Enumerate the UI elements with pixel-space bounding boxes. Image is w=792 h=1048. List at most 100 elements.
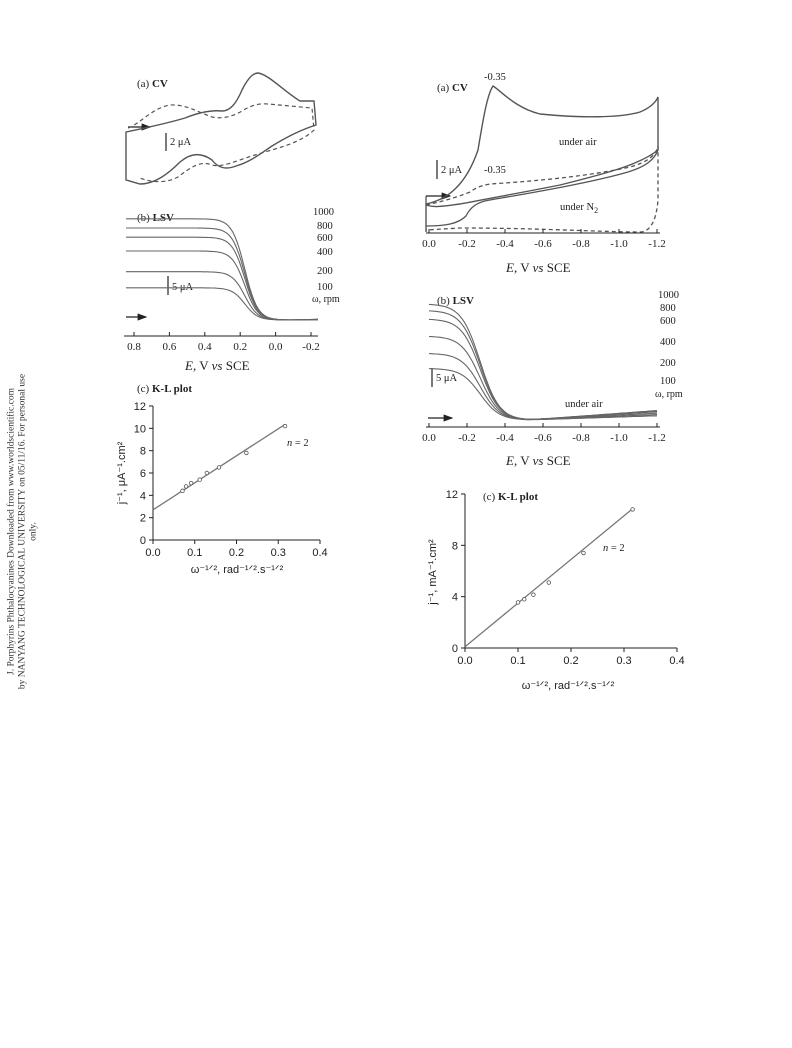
right-kl-xtick-label: 0.4	[669, 655, 684, 667]
right-lsv-curve-400	[428, 335, 658, 420]
left-lsv-label-200: 200	[317, 266, 333, 277]
right-cv-label-under-n2: under N2	[560, 202, 598, 215]
left-kl-ytick-label: 10	[134, 423, 146, 435]
right-lsv-label-100: 100	[660, 376, 676, 387]
left-kl-panel-label: (c) K-L plot	[137, 383, 192, 395]
right-lsv-xtick-label: -1.2	[648, 432, 665, 444]
right-cv-peak-label-air: -0.35	[484, 72, 506, 83]
right-kl-xtick-label: 0.1	[510, 655, 525, 667]
left-lsv-label-800: 800	[317, 221, 333, 232]
right-kl-ytick-label: 0	[452, 643, 458, 655]
right-kl-ytick-label: 8	[452, 540, 458, 552]
right-kl-ytick-label: 12	[446, 489, 458, 501]
right-cv-scale-label: 2 μA	[441, 165, 463, 176]
left-kl-xtick-label: 0.1	[187, 547, 202, 559]
left-kl-data-point	[180, 488, 185, 494]
right-cv-xtick-label: -1.0	[610, 238, 628, 250]
right-kl-data-point	[546, 580, 551, 585]
left-kl-n-label: n = 2	[287, 438, 309, 449]
right-lsv-x-axis-title: E, V vs SCE	[505, 453, 571, 468]
right-lsv-xtick-label: -1.0	[610, 432, 628, 444]
left-lsv-xtick-label: 0.6	[163, 341, 177, 353]
left-lsv-panel: (b) LSV 5 μA 1000 800 600 400 200 100 ω,…	[124, 207, 340, 373]
left-lsv-curve-800	[126, 227, 319, 321]
right-cv-xtick-label: 0.0	[422, 238, 436, 250]
left-lsv-omega-label: ω, rpm	[312, 294, 340, 305]
left-kl-ytick-label: 4	[140, 490, 146, 502]
right-lsv-label-200: 200	[660, 358, 676, 369]
left-kl-ytick-label: 6	[140, 468, 146, 480]
right-cv-peak-label-n2: -0.35	[484, 165, 506, 176]
right-lsv-curve-100	[428, 368, 658, 421]
left-lsv-curve-200	[126, 271, 319, 321]
right-kl-data-point	[630, 507, 635, 512]
left-kl-data-point	[204, 470, 210, 476]
left-lsv-label-600: 600	[317, 233, 333, 244]
right-lsv-label-1000: 1000	[658, 290, 679, 301]
left-kl-ytick-label: 0	[140, 535, 146, 547]
left-kl-ytick-label: 12	[134, 401, 146, 413]
right-lsv-label-600: 600	[660, 316, 676, 327]
left-kl-ytick-label: 2	[140, 513, 146, 525]
right-kl-data-point	[531, 592, 536, 597]
right-cv-curve-n2-solid-return	[425, 149, 659, 227]
left-lsv-curve-400	[126, 250, 318, 321]
right-lsv-xtick-label: -0.4	[496, 432, 514, 444]
left-lsv-curve-100	[126, 287, 318, 321]
right-lsv-xtick-label: -0.6	[534, 432, 552, 444]
right-cv-x-axis-title: E, V vs SCE	[505, 260, 571, 275]
right-kl-x-axis-title: ω⁻¹ᐟ², rad⁻¹ᐟ².s⁻¹ᐟ²	[522, 680, 615, 692]
left-kl-panel: (c) K-L plot 0.0 0.1 0.2 0.3 0.4 0 2 4 6 8 10 12 n …	[116, 383, 328, 576]
left-kl-data-point	[188, 480, 194, 486]
right-lsv-label-400: 400	[660, 337, 676, 348]
right-cv-xtick-label: -0.2	[458, 238, 475, 250]
right-cv-xtick-label: -0.6	[534, 238, 552, 250]
right-lsv-label-under-air: under air	[565, 399, 603, 410]
right-lsv-omega-label: ω, rpm	[655, 389, 683, 400]
left-cv-panel-label: (a) CV	[137, 78, 168, 90]
right-kl-xtick-label: 0.0	[457, 655, 472, 667]
right-lsv-panel: (b) LSV 5 μA under air 1000 800 600 400 …	[422, 290, 683, 468]
left-lsv-xtick-label: 0.4	[198, 341, 212, 353]
left-lsv-xtick-label: 0.8	[127, 341, 141, 353]
right-lsv-xtick-label: -0.2	[458, 432, 475, 444]
right-kl-data-point	[515, 600, 521, 605]
right-kl-data-point	[522, 597, 527, 602]
left-lsv-curve-600	[126, 236, 318, 321]
left-kl-xtick-label: 0.4	[312, 547, 327, 559]
left-lsv-x-axis-title: E, V vs SCE	[184, 358, 250, 373]
right-kl-xtick-label: 0.2	[563, 655, 578, 667]
left-kl-xtick-label: 0.2	[229, 547, 244, 559]
left-lsv-xtick-label: 0.0	[269, 341, 283, 353]
left-lsv-panel-label: (b) LSV	[137, 212, 174, 224]
left-kl-xtick-label: 0.0	[145, 547, 160, 559]
right-cv-label-under-air: under air	[559, 137, 597, 148]
left-lsv-label-1000: 1000	[313, 207, 334, 218]
right-lsv-curve-600	[428, 318, 658, 420]
left-lsv-label-100: 100	[317, 282, 333, 293]
left-kl-data-point	[197, 477, 202, 482]
right-lsv-scale-label: 5 μA	[436, 373, 458, 384]
right-kl-fit-line	[464, 508, 633, 648]
left-kl-data-point	[216, 465, 222, 470]
right-kl-ytick-label: 4	[452, 592, 458, 604]
right-lsv-curve-1000	[428, 303, 658, 420]
left-cv-panel: (a) CV 2 μA	[125, 72, 317, 185]
right-cv-curve-n2	[425, 145, 659, 233]
right-cv-curve-air	[425, 85, 659, 232]
right-cv-panel-label: (a) CV	[437, 82, 468, 94]
right-lsv-curve-200	[428, 353, 658, 421]
right-lsv-xtick-label: 0.0	[422, 432, 436, 444]
left-cv-curve-solid	[125, 72, 317, 185]
right-cv-xtick-label: -0.8	[572, 238, 590, 250]
left-kl-xtick-label: 0.3	[271, 547, 286, 559]
right-lsv-panel-label: (b) LSV	[437, 295, 474, 307]
right-lsv-curve-800	[428, 310, 658, 420]
right-kl-data-point	[581, 550, 586, 556]
left-cv-scale-label: 2 μA	[170, 137, 192, 148]
right-kl-n-label: n = 2	[603, 543, 625, 554]
left-lsv-xtick-label: 0.2	[233, 341, 247, 353]
right-cv-xtick-label: -0.4	[496, 238, 514, 250]
left-lsv-xtick-label: -0.2	[302, 341, 319, 353]
